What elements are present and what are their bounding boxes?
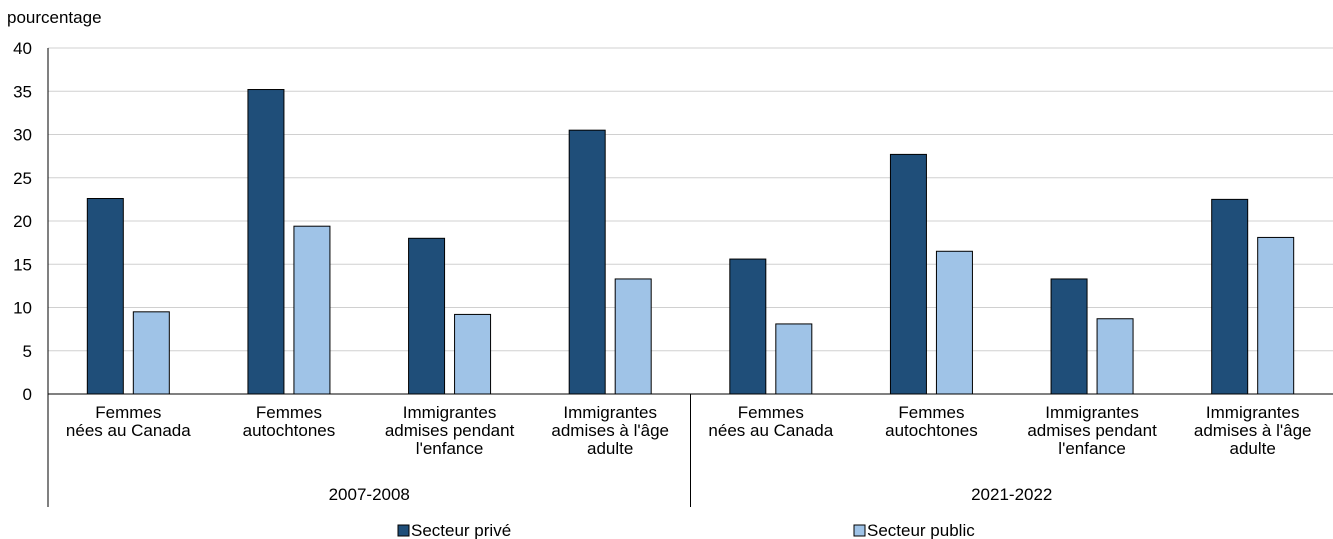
y-tick-label: 40: [13, 39, 32, 58]
bar-secteur-public-1: [293, 225, 331, 395]
x-category-label: l'enfance: [1058, 439, 1126, 458]
bar-secteur-public-0: [132, 311, 170, 395]
x-category-label: admises pendant: [385, 421, 515, 440]
y-tick-label: 15: [13, 255, 32, 274]
x-category-label: Femmes: [898, 403, 964, 422]
bar-secteur-public-7: [1257, 236, 1295, 395]
legend-swatch: [853, 524, 866, 537]
y-tick-label: 10: [13, 299, 32, 318]
x-category-label: autochtones: [885, 421, 978, 440]
bar-secteur-priv--3: [568, 129, 606, 395]
x-category-label: adulte: [1230, 439, 1276, 458]
x-group-label: 2021-2022: [971, 485, 1052, 504]
bar-secteur-priv--6: [1050, 278, 1088, 395]
bar-secteur-priv--7: [1211, 198, 1249, 395]
bar-secteur-priv--2: [408, 237, 446, 395]
gridlines: [48, 47, 1333, 352]
bar-secteur-priv--0: [86, 198, 124, 395]
x-category-label: Immigrantes: [403, 403, 497, 422]
legend-label: Secteur public: [867, 521, 975, 539]
legend-label: Secteur privé: [411, 521, 511, 539]
x-group-label: 2007-2008: [329, 485, 410, 504]
y-tick-label: 35: [13, 82, 32, 101]
legend: Secteur privé Secteur public: [397, 521, 975, 539]
bar-secteur-priv--5: [889, 153, 927, 395]
bar-secteur-public-2: [454, 313, 492, 395]
y-tick-label: 0: [23, 385, 32, 404]
y-tick-label: 25: [13, 169, 32, 188]
x-category-label: Immigrantes: [1206, 403, 1300, 422]
y-tick-label: 30: [13, 126, 32, 145]
bar-secteur-public-6: [1096, 318, 1134, 395]
x-category-label: Immigrantes: [1045, 403, 1139, 422]
legend-swatch: [397, 524, 410, 537]
y-axis-ticks: 0 5 10 15 20 25 30 35 40: [13, 39, 32, 404]
bar-secteur-public-5: [935, 250, 973, 395]
x-category-label: Femmes: [738, 403, 804, 422]
x-category-label: adulte: [587, 439, 633, 458]
bar-secteur-priv--1: [247, 89, 285, 395]
bar-secteur-priv--4: [729, 258, 767, 395]
axes: [47, 48, 1333, 507]
x-category-label: admises à l'âge: [1194, 421, 1312, 440]
x-category-label: Immigrantes: [563, 403, 657, 422]
bar-secteur-public-4: [775, 323, 813, 395]
x-category-label: admises pendant: [1027, 421, 1157, 440]
y-tick-label: 20: [13, 212, 32, 231]
x-category-label: Femmes: [256, 403, 322, 422]
x-category-label: Femmes: [95, 403, 161, 422]
x-category-label: nées au Canada: [708, 421, 833, 440]
x-category-label: l'enfance: [416, 439, 484, 458]
x-category-label: autochtones: [243, 421, 336, 440]
bars: [86, 89, 1295, 395]
y-axis-label: pourcentage: [7, 8, 102, 27]
y-tick-label: 5: [23, 342, 32, 361]
bar-secteur-public-3: [614, 278, 652, 395]
x-category-label: nées au Canada: [66, 421, 191, 440]
x-category-label: admises à l'âge: [551, 421, 669, 440]
